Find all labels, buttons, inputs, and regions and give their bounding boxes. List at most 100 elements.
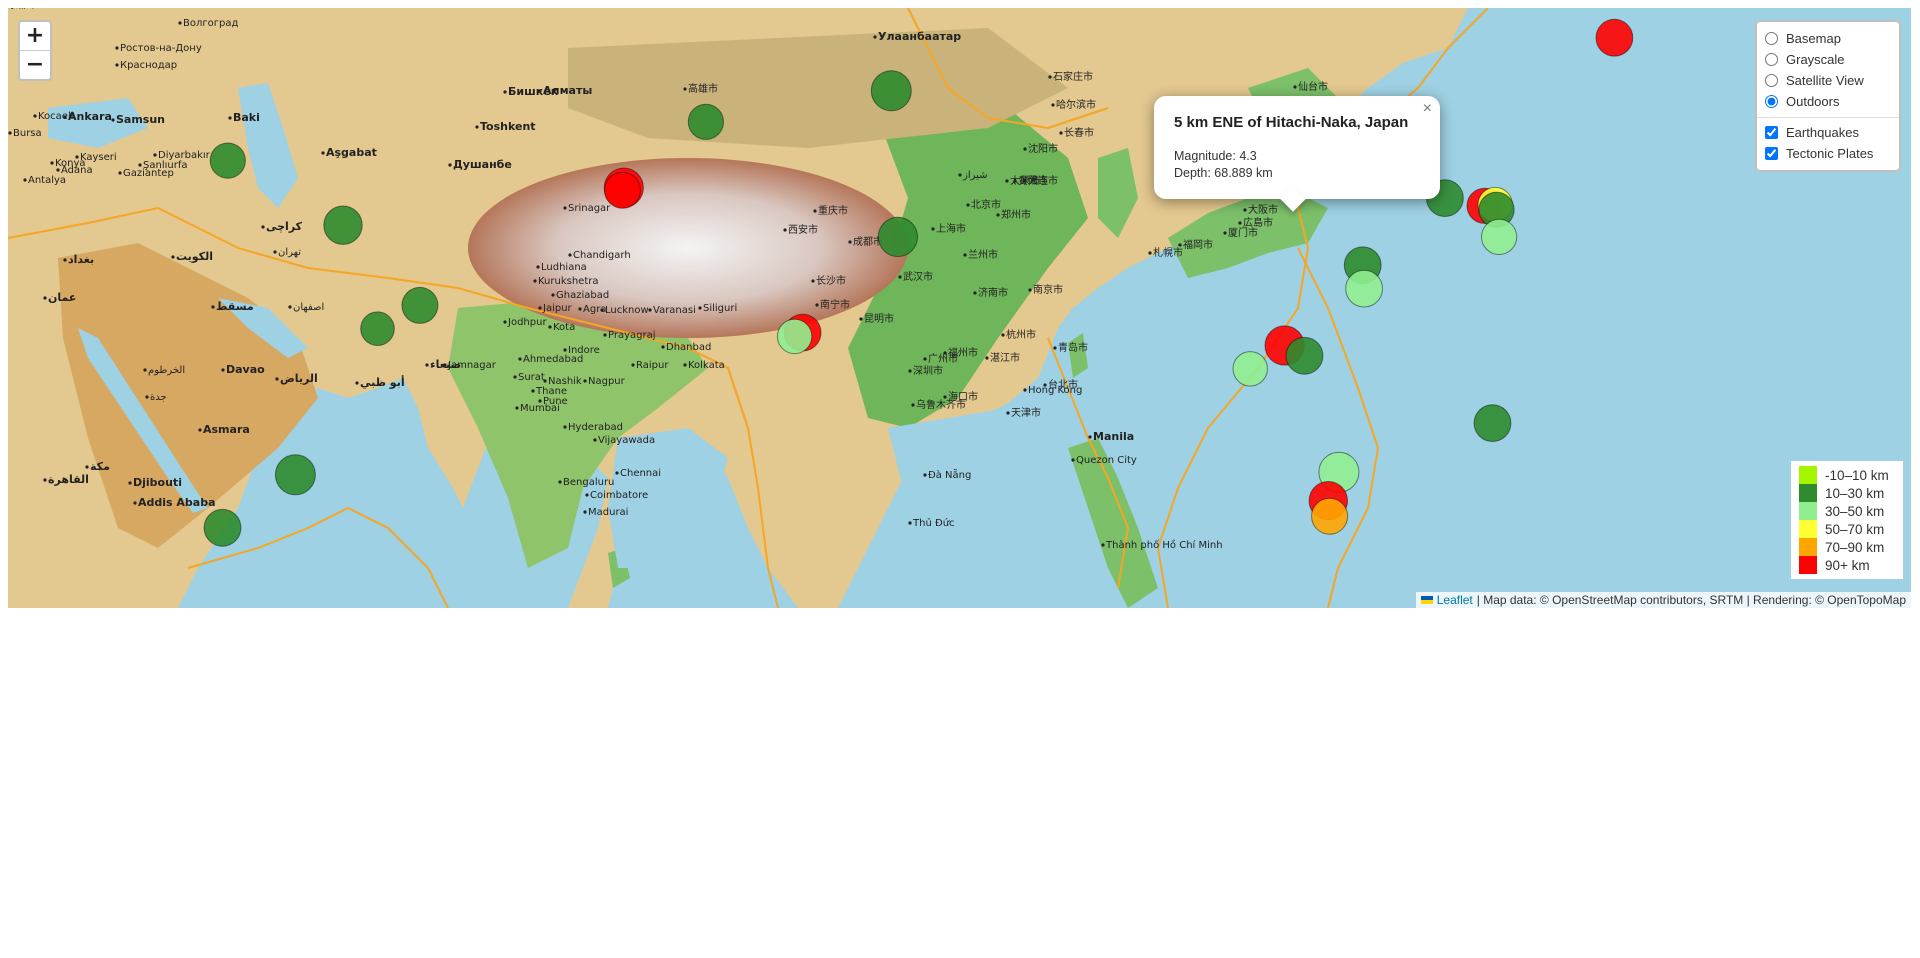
layer-option-grayscale[interactable]: Grayscale bbox=[1765, 49, 1891, 70]
place-dot bbox=[1006, 411, 1010, 415]
overlay-option-tectonic-plates[interactable]: Tectonic Plates bbox=[1765, 143, 1891, 164]
place-label: Улаанбаатар bbox=[878, 30, 961, 43]
place-dot bbox=[221, 368, 225, 372]
layer-option-basemap[interactable]: Basemap bbox=[1765, 28, 1891, 49]
place-dot bbox=[1005, 179, 1009, 183]
place-dot bbox=[43, 478, 47, 482]
place-dot bbox=[43, 296, 47, 300]
place-label: Nashik bbox=[548, 376, 582, 387]
legend-label: -10–10 km bbox=[1825, 467, 1889, 483]
earthquake-marker[interactable] bbox=[1285, 336, 1324, 375]
leaflet-link[interactable]: Leaflet bbox=[1436, 593, 1473, 607]
place-dot bbox=[563, 425, 567, 429]
place-dot bbox=[275, 377, 279, 381]
earthquake-marker[interactable] bbox=[1481, 218, 1518, 255]
place-dot bbox=[973, 291, 977, 295]
plate-boundary-4 bbox=[1047, 337, 1130, 589]
zoom-in-button[interactable]: + bbox=[25, 23, 45, 48]
popup-close-button[interactable]: × bbox=[1422, 100, 1432, 117]
place-label: Baki bbox=[233, 111, 260, 124]
place-label: Jodhpur bbox=[507, 317, 547, 328]
earthquake-marker[interactable] bbox=[776, 318, 813, 355]
earthquake-marker[interactable] bbox=[870, 70, 912, 112]
legend-swatch bbox=[1799, 466, 1817, 484]
legend-row: 10–30 km bbox=[1799, 484, 1895, 502]
place-dot bbox=[518, 357, 522, 361]
earthquake-marker[interactable] bbox=[401, 286, 439, 324]
place-label: 高雄市 bbox=[688, 82, 718, 95]
earthquake-marker[interactable] bbox=[1232, 351, 1268, 387]
earthquake-marker[interactable] bbox=[323, 205, 363, 245]
earthquake-marker[interactable] bbox=[687, 103, 725, 140]
place-label: Samsun bbox=[116, 113, 165, 126]
caspian-sea bbox=[238, 83, 298, 208]
legend-label: 50–70 km bbox=[1825, 521, 1885, 537]
place-label: 郑州市 bbox=[1001, 208, 1031, 221]
place-label: Бишкек bbox=[508, 85, 559, 98]
place-dot bbox=[543, 379, 547, 383]
overlay-option-earthquakes[interactable]: Earthquakes bbox=[1765, 122, 1891, 143]
place-label: جدة bbox=[150, 392, 167, 403]
place-label: 兰州市 bbox=[968, 248, 998, 261]
place-dot bbox=[273, 250, 277, 254]
earthquake-marker[interactable] bbox=[209, 142, 246, 179]
place-label: الرياض bbox=[280, 372, 318, 385]
place-dot bbox=[815, 303, 819, 307]
place-label: Gaziantep bbox=[123, 168, 174, 179]
plate-boundary-6 bbox=[187, 506, 449, 608]
place-dot bbox=[698, 306, 702, 310]
place-dot bbox=[1148, 251, 1152, 255]
overlay-checkbox[interactable] bbox=[1765, 126, 1778, 139]
earthquake-marker[interactable] bbox=[360, 311, 395, 347]
place-dot bbox=[783, 228, 787, 232]
topographic-basemap[interactable]: Ankara Samsun Baki Aşgabat Toshkent БишкекАлм… bbox=[8, 8, 1911, 608]
place-dot bbox=[568, 253, 572, 257]
place-dot bbox=[593, 438, 597, 442]
place-label: Đà Nẵng bbox=[928, 468, 971, 481]
earthquake-marker[interactable] bbox=[203, 508, 242, 547]
earthquake-marker[interactable] bbox=[1345, 269, 1383, 308]
legend-label: 10–30 km bbox=[1825, 485, 1885, 501]
place-dot bbox=[503, 90, 507, 94]
zoom-out-button[interactable]: − bbox=[20, 50, 50, 79]
base-layer-radio[interactable] bbox=[1765, 74, 1778, 87]
base-layer-radio[interactable] bbox=[1765, 53, 1778, 66]
place-label: Chandigarh bbox=[573, 250, 631, 261]
place-dot bbox=[923, 357, 927, 361]
place-dot bbox=[583, 379, 587, 383]
earthquake-marker[interactable] bbox=[604, 171, 641, 209]
layer-option-outdoors[interactable]: Outdoors bbox=[1765, 91, 1891, 112]
earthquake-marker[interactable] bbox=[274, 454, 316, 496]
earthquake-marker[interactable] bbox=[1311, 497, 1349, 535]
place-label: Şanlıurfa bbox=[143, 160, 187, 171]
earthquake-marker[interactable] bbox=[877, 216, 919, 257]
place-label: Kolkata bbox=[688, 360, 725, 371]
place-dot bbox=[321, 151, 325, 155]
place-dot bbox=[143, 368, 147, 372]
place-label: 福岡市 bbox=[1183, 238, 1213, 251]
place-label: 西安市 bbox=[788, 223, 818, 236]
place-dot bbox=[50, 161, 54, 165]
philippines-islands bbox=[1068, 438, 1158, 608]
place-label: Lucknow bbox=[605, 305, 649, 316]
base-layer-radio[interactable] bbox=[1765, 32, 1778, 45]
overlay-checkbox[interactable] bbox=[1765, 147, 1778, 160]
map-container[interactable]: Ankara Samsun Baki Aşgabat Toshkent Бишкек Алм… bbox=[8, 8, 1911, 608]
depth-legend: -10–10 km 10–30 km 30–50 km 50–70 km 70–90 k… bbox=[1791, 461, 1903, 579]
place-label: 湛江市 bbox=[990, 351, 1020, 364]
place-label: Toshkent bbox=[480, 120, 536, 133]
earthquake-popup: × 5 km ENE of Hitachi-Naka, Japan Magnit… bbox=[1154, 96, 1440, 212]
place-label: 厦门市 bbox=[1228, 226, 1258, 239]
earthquake-marker[interactable] bbox=[1595, 18, 1634, 57]
layer-option-satellite-view[interactable]: Satellite View bbox=[1765, 70, 1891, 91]
place-label: Coimbatore bbox=[590, 490, 648, 501]
place-label: Vijayawada bbox=[598, 435, 655, 446]
place-dot bbox=[1051, 103, 1055, 107]
place-dot bbox=[515, 406, 519, 410]
place-dot bbox=[115, 46, 119, 50]
place-label: 杭州市 bbox=[1006, 328, 1036, 341]
base-layer-radio[interactable] bbox=[1765, 95, 1778, 108]
earthquake-marker[interactable] bbox=[1473, 404, 1512, 443]
place-label: Pune bbox=[543, 396, 568, 407]
place-label: Diyarbakır bbox=[158, 150, 211, 161]
